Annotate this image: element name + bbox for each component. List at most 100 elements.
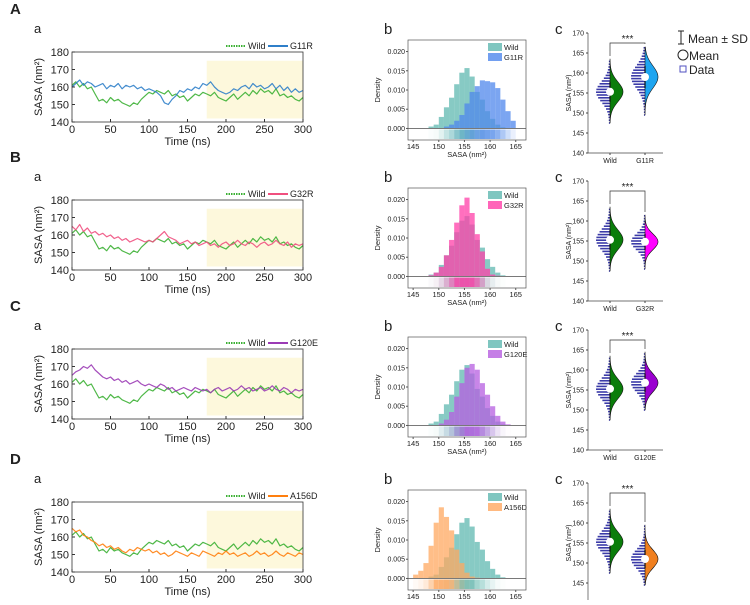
legend-mean: Mean <box>689 49 719 63</box>
rug-mark <box>449 129 455 139</box>
rug-mark <box>433 129 439 139</box>
legend-label: Wild <box>248 338 266 348</box>
y-tick-label: 180 <box>51 195 69 207</box>
rug-mark <box>495 426 501 436</box>
x-tick-label: 200 <box>217 272 235 284</box>
y-tick-label: 170 <box>51 515 69 527</box>
histogram-bar <box>438 423 444 426</box>
y-tick-label: 160 <box>572 219 584 226</box>
x-tick-label: 150 <box>433 439 446 448</box>
legend-label: G120E <box>504 350 527 359</box>
rug-mark <box>469 277 475 287</box>
rug-mark <box>444 129 449 139</box>
x-tick-label: 200 <box>217 421 235 433</box>
subpanel-label: c <box>555 471 563 488</box>
x-tick-label: 50 <box>104 421 116 433</box>
y-axis-label: Density <box>373 77 382 102</box>
significance-stars: *** <box>622 34 634 45</box>
legend-label: Wild <box>504 340 519 349</box>
rug-mark <box>505 129 511 139</box>
rug-mark <box>454 426 460 436</box>
panel-letter: B <box>10 149 21 166</box>
rug-mark <box>433 579 439 589</box>
x-tick-label: 145 <box>407 290 420 299</box>
legend-label: G32R <box>290 189 314 199</box>
violin-half <box>644 351 659 411</box>
rug-mark <box>479 426 485 436</box>
rug-mark <box>438 426 444 436</box>
x-tick-label: 250 <box>255 272 273 284</box>
rug-mark <box>510 129 516 139</box>
histogram-bar <box>449 530 455 579</box>
violin-half <box>644 524 659 586</box>
category-label: G11R <box>636 158 654 165</box>
histogram-bar <box>479 383 485 426</box>
histogram-bar <box>423 563 429 579</box>
legend-swatch <box>488 493 502 501</box>
significance-bracket <box>609 190 646 212</box>
rug-mark <box>454 277 460 287</box>
y-tick-label: 150 <box>51 397 69 409</box>
legend-label: G11R <box>504 53 524 62</box>
histogram-bar <box>469 91 475 129</box>
rug-mark <box>495 277 501 287</box>
series-line-a156d <box>71 527 304 557</box>
x-tick-label: 250 <box>255 574 273 586</box>
x-tick-label: 165 <box>509 592 522 600</box>
histogram-bar <box>474 234 480 277</box>
line-chart: a Wild G32R 140 150 160 170 180 0 50 100 150 200 250 3… <box>33 169 314 296</box>
y-tick-label: 0.020 <box>387 499 405 506</box>
x-tick-label: 160 <box>484 142 497 151</box>
histogram-bar <box>484 394 491 426</box>
rug-mark <box>464 426 470 436</box>
x-tick-label: 50 <box>104 272 116 284</box>
rug-mark <box>490 426 496 436</box>
histogram-bar <box>459 115 465 129</box>
histogram-bar <box>474 86 480 129</box>
rug-mark <box>464 129 470 139</box>
histogram-bar <box>454 222 460 277</box>
rug-mark <box>423 579 429 589</box>
histogram-bar <box>474 369 480 426</box>
y-axis-label: SASA (nm²) <box>33 58 45 116</box>
rug-mark <box>474 129 480 139</box>
subpanel-label: b <box>384 318 392 335</box>
series-line-wild <box>71 378 304 404</box>
rug-mark <box>454 129 460 139</box>
violin-chart: c 140 145 150 155 160 165 170 SASA (nm²) Wild G120… <box>555 318 663 462</box>
rug-mark <box>439 426 444 436</box>
rug-mark <box>443 277 450 287</box>
rug-mark <box>484 277 491 287</box>
rug-mark <box>428 579 434 589</box>
rug-mark <box>438 277 444 287</box>
x-tick-label: 160 <box>484 439 497 448</box>
rug-mark <box>474 579 480 589</box>
rug-mark <box>470 579 475 589</box>
mean-sd-icon <box>678 30 684 45</box>
x-axis-label: Time (ns) <box>164 433 210 445</box>
x-tick-label: 150 <box>178 272 196 284</box>
y-tick-label: 165 <box>572 199 584 206</box>
histogram-bar <box>500 275 506 277</box>
rug-mark <box>459 426 465 436</box>
y-tick-label: 150 <box>51 248 69 260</box>
y-tick-label: 170 <box>51 65 69 77</box>
y-tick-label: 140 <box>572 151 584 158</box>
y-tick-label: 0.010 <box>387 236 405 243</box>
x-tick-label: 145 <box>407 439 420 448</box>
y-tick-label: 160 <box>572 521 584 528</box>
rug-mark <box>454 579 460 589</box>
y-tick-label: 150 <box>572 259 584 266</box>
significance-stars: *** <box>622 331 634 342</box>
y-tick-label: 140 <box>51 265 69 277</box>
significance-stars: *** <box>622 484 634 495</box>
histogram-bar <box>484 259 491 277</box>
x-tick-label: 0 <box>69 272 75 284</box>
histogram-bar <box>505 424 511 426</box>
y-tick-label: 145 <box>572 279 584 286</box>
histogram-bar <box>443 404 450 426</box>
rug-mark <box>469 579 475 589</box>
histogram-bar <box>464 518 470 579</box>
